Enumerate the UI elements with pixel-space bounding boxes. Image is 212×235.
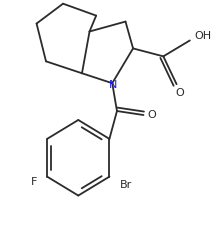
Text: N: N [109, 80, 117, 90]
Text: Br: Br [120, 180, 132, 190]
Text: OH: OH [194, 31, 212, 42]
Text: O: O [148, 110, 156, 120]
Text: F: F [31, 177, 37, 187]
Text: O: O [175, 88, 184, 98]
